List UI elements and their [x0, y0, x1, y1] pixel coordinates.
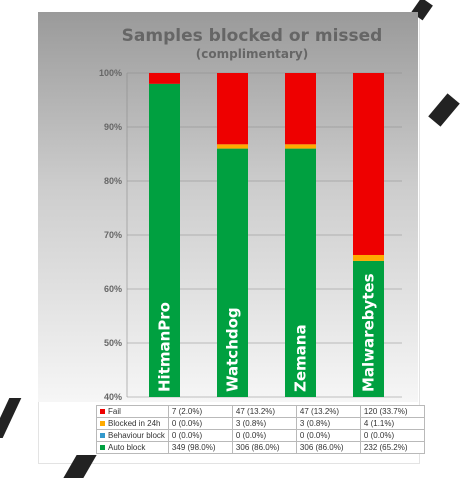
bar-label-hitmanpro: HitmanPro: [156, 302, 174, 392]
bar-blocked-in-24h-watchdog: [217, 144, 248, 149]
chart-subtitle: (complimentary): [195, 47, 309, 61]
y-tick-label: 80%: [104, 176, 122, 186]
table-cell: 0 (0.0%): [295, 429, 361, 442]
table-cell: 306 (86.0%): [231, 441, 297, 454]
bar-auto-block-hitmanpro: [149, 83, 180, 398]
table-cell: 4 (1.1%): [359, 417, 425, 430]
table-cell: 0 (0.0%): [359, 429, 425, 442]
table-cell: 3 (0.8%): [295, 417, 361, 430]
bar-auto-block-malwarebytes: [353, 260, 384, 397]
y-tick-label: 100%: [99, 68, 122, 78]
table-cell: 232 (65.2%): [359, 441, 425, 454]
legend-label: Auto block: [96, 441, 169, 454]
legend-label: Fail: [96, 405, 169, 418]
bar-label-watchdog: Watchdog: [224, 307, 242, 392]
table-cell: 47 (13.2%): [295, 405, 361, 418]
bar-auto-block-watchdog: [217, 148, 248, 397]
table-cell: 0 (0.0%): [167, 429, 233, 442]
table-cell: 47 (13.2%): [231, 405, 297, 418]
bar-fail-malwarebytes: [353, 73, 384, 255]
table-cell: 7 (2.0%): [167, 405, 233, 418]
table-row: Blocked in 24h 0 (0.0%) 3 (0.8%) 3 (0.8%) 4 …: [96, 417, 425, 430]
legend-swatch: [100, 421, 105, 427]
table-row: Auto block 349 (98.0%) 306 (86.0%) 306 (86.…: [96, 441, 425, 454]
chart-title: Samples blocked or missed: [121, 26, 383, 46]
bar-label-malwarebytes: Malwarebytes: [360, 273, 378, 392]
y-tick-label: 50%: [104, 338, 122, 348]
y-axis-ticks: 40% 50% 60% 70% 80% 90% 100%: [99, 68, 122, 402]
legend-label: Behaviour block: [96, 429, 169, 442]
table-cell: 0 (0.0%): [167, 417, 233, 430]
legend-swatch: [100, 445, 105, 451]
legend-swatch: [100, 409, 105, 415]
bar-label-zemana: Zemana: [292, 324, 310, 392]
y-tick-label: 40%: [104, 392, 122, 402]
table-cell: 349 (98.0%): [167, 441, 233, 454]
legend-swatch: [100, 433, 105, 439]
table-cell: 3 (0.8%): [231, 417, 297, 430]
bar-fail-watchdog: [217, 73, 248, 145]
y-tick-label: 60%: [104, 284, 122, 294]
data-table: Fail 7 (2.0%) 47 (13.2%) 47 (13.2%) 120 (33.…: [96, 405, 425, 454]
legend-label: Blocked in 24h: [96, 417, 169, 430]
y-tick-label: 90%: [104, 122, 122, 132]
bar-blocked-in-24h-zemana: [285, 144, 316, 149]
bar-labels: HitmanPro Watchdog Zemana Malwarebytes: [156, 273, 378, 392]
y-tick-label: 70%: [104, 230, 122, 240]
bar-fail-hitmanpro: [149, 73, 180, 84]
table-cell: 120 (33.7%): [359, 405, 425, 418]
bar-blocked-in-24h-malwarebytes: [353, 254, 384, 261]
bar-fail-zemana: [285, 73, 316, 145]
bar-auto-block-zemana: [285, 148, 316, 397]
table-row: Fail 7 (2.0%) 47 (13.2%) 47 (13.2%) 120 (33.…: [96, 405, 425, 418]
table-cell: 0 (0.0%): [231, 429, 297, 442]
table-cell: 306 (86.0%): [295, 441, 361, 454]
bars: [149, 73, 384, 398]
table-row: Behaviour block 0 (0.0%) 0 (0.0%) 0 (0.0%) 0…: [96, 429, 425, 442]
